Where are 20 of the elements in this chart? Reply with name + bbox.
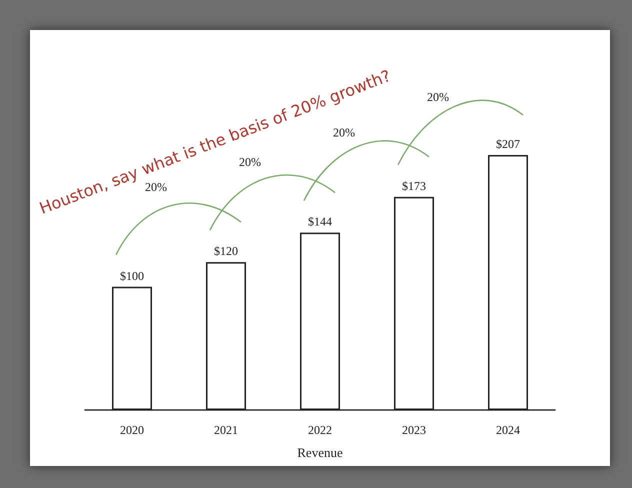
annotation: 20% — [239, 155, 261, 170]
x-tick-label: 2023 — [402, 423, 426, 437]
bar — [206, 262, 246, 410]
text: 20% — [427, 90, 449, 104]
data-label: $120 — [214, 244, 238, 258]
x-axis-title: Revenue — [297, 445, 343, 460]
bar — [112, 286, 152, 410]
data-label: $207 — [496, 137, 520, 151]
text: 20% — [333, 126, 355, 140]
bar — [488, 155, 528, 410]
x-tick-label: 2021 — [214, 423, 238, 437]
data-label: $144 — [308, 214, 332, 229]
data-label: $100 — [120, 268, 144, 283]
x-tick-label: 2020 — [120, 423, 144, 437]
bar — [300, 232, 340, 410]
data-label: $173 — [402, 178, 426, 193]
x-tick-label: 2022 — [308, 423, 332, 437]
annotation: 20% — [145, 180, 167, 194]
x-tick-label: 2024 — [496, 423, 520, 437]
bar — [394, 196, 434, 410]
